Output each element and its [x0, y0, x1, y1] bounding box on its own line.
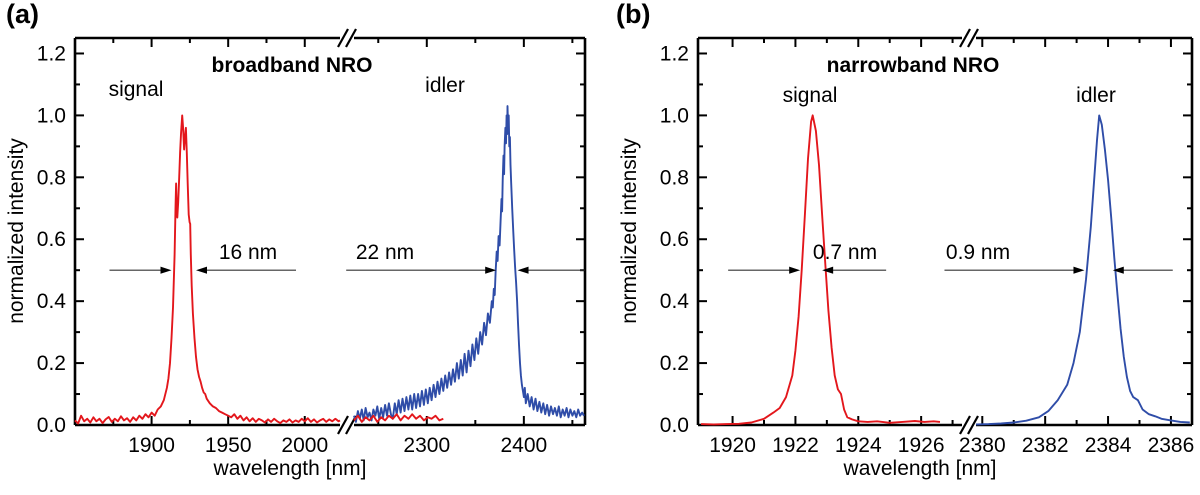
y-tick-label: 0.4	[37, 290, 67, 313]
panel-a-tag: (a)	[6, 0, 39, 29]
y-tick-label: 0.0	[37, 414, 66, 437]
panel-a-idler-fwhm-label: 22 nm	[355, 241, 415, 264]
y-tick-label: 0.6	[660, 228, 689, 251]
panel-b-xaxis-label: wavelength [nm]	[843, 457, 997, 480]
y-tick-label: 0.2	[37, 352, 66, 375]
panel-a-xaxis-label: wavelength [nm]	[213, 457, 367, 480]
x-tick-label: 2382	[1022, 434, 1069, 457]
signal-trace	[701, 114, 941, 426]
panel-a-title: broadband NRO	[211, 54, 373, 77]
fwhm-arrows	[109, 266, 297, 274]
panel-b-idler-fwhm-label: 0.9 nm	[945, 241, 1011, 264]
panel-a-plot: 1900 1950 2000 2300 2400 0.0 0.2 0.4 0.6 0.8 1.0 1.…	[37, 28, 587, 457]
panel-a-idler-label: idler	[425, 74, 465, 97]
axis-break-mark	[967, 415, 979, 435]
x-tick-label: 1922	[772, 434, 819, 457]
axis-break-mark	[337, 415, 349, 435]
x-tick-label: 2300	[403, 434, 450, 457]
fwhm-arrows	[728, 266, 887, 274]
y-tick-label: 0.2	[660, 352, 689, 375]
panel-b-plot: 1920 1922 1924 1926 2380 2382 2384 2386 0.0 0.2 0.…	[660, 28, 1195, 457]
panel-b-tag: (b)	[616, 0, 651, 29]
y-tick-label: 0.6	[37, 228, 66, 251]
x-tick-label: 1926	[898, 434, 945, 457]
x-tick-label: 1924	[835, 434, 882, 457]
y-tick-label: 0.8	[660, 166, 689, 189]
panel-b-yaxis-label: normalized intensity	[618, 138, 641, 324]
y-tick-label: 1.2	[660, 42, 689, 65]
signal-trace	[74, 114, 341, 425]
x-tick-label: 1920	[709, 434, 756, 457]
axis-break-mark	[959, 415, 971, 435]
axis-break-mark	[959, 28, 971, 48]
axes-frame	[696, 36, 1194, 427]
y-tick-label: 0.8	[37, 166, 66, 189]
axes-frame	[73, 36, 587, 427]
y-tick-label: 1.2	[37, 42, 66, 65]
x-tick-label: 2384	[1085, 434, 1132, 457]
panel-a-yaxis-label: normalized intensity	[5, 138, 28, 324]
x-tick-label: 2000	[281, 434, 328, 457]
x-tick-label: 2380	[959, 434, 1006, 457]
axis-break-mark	[967, 28, 979, 48]
y-tick-label: 1.0	[37, 104, 66, 127]
x-tick-label: 1950	[205, 434, 252, 457]
panel-a-signal-label: signal	[108, 78, 164, 101]
y-tick-label: 1.0	[660, 104, 689, 127]
y-tick-label: 0.4	[660, 290, 690, 313]
panel-a-signal-fwhm-label: 16 nm	[218, 241, 278, 264]
fwhm-arrows	[346, 266, 585, 274]
y-tick-label: 0.0	[660, 414, 689, 437]
fwhm-arrows	[944, 266, 1173, 274]
idler-trace	[975, 114, 1190, 426]
x-tick-label: 1900	[128, 434, 175, 457]
x-tick-label: 2386	[1148, 434, 1195, 457]
idler-trace	[353, 105, 585, 423]
x-tick-label: 2400	[500, 434, 547, 457]
panel-b-title: narrowband NRO	[826, 54, 1000, 77]
axis-break-mark	[337, 28, 349, 48]
panel-b-signal-fwhm-label: 0.7 nm	[812, 241, 878, 264]
panel-b-signal-label: signal	[782, 84, 838, 107]
panel-b-idler-label: idler	[1076, 84, 1116, 107]
axis-break-mark	[345, 28, 357, 48]
signal-trace	[353, 413, 444, 423]
